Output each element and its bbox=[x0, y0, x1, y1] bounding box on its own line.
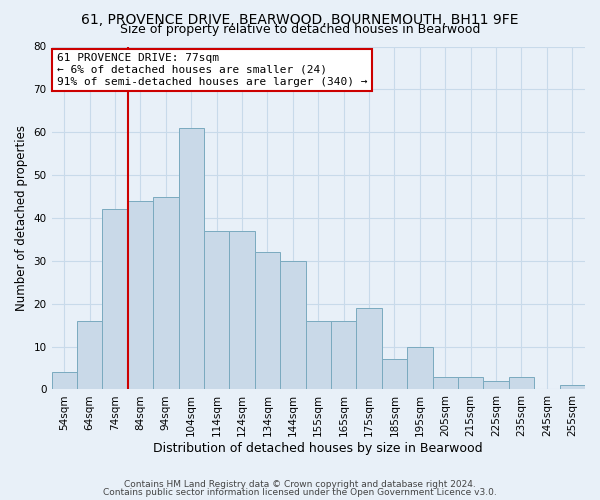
Bar bbox=[280, 261, 305, 390]
Bar bbox=[255, 252, 280, 390]
Bar bbox=[305, 321, 331, 390]
Bar bbox=[509, 376, 534, 390]
Bar bbox=[153, 196, 179, 390]
Text: Contains public sector information licensed under the Open Government Licence v3: Contains public sector information licen… bbox=[103, 488, 497, 497]
Bar bbox=[382, 360, 407, 390]
Bar bbox=[484, 381, 509, 390]
Text: 61 PROVENCE DRIVE: 77sqm
← 6% of detached houses are smaller (24)
91% of semi-de: 61 PROVENCE DRIVE: 77sqm ← 6% of detache… bbox=[57, 54, 367, 86]
Bar bbox=[77, 321, 103, 390]
Text: Contains HM Land Registry data © Crown copyright and database right 2024.: Contains HM Land Registry data © Crown c… bbox=[124, 480, 476, 489]
Y-axis label: Number of detached properties: Number of detached properties bbox=[15, 125, 28, 311]
Bar bbox=[52, 372, 77, 390]
Text: 61, PROVENCE DRIVE, BEARWOOD, BOURNEMOUTH, BH11 9FE: 61, PROVENCE DRIVE, BEARWOOD, BOURNEMOUT… bbox=[81, 12, 519, 26]
X-axis label: Distribution of detached houses by size in Bearwood: Distribution of detached houses by size … bbox=[154, 442, 483, 455]
Bar bbox=[433, 376, 458, 390]
Bar bbox=[128, 201, 153, 390]
Bar bbox=[229, 231, 255, 390]
Bar bbox=[560, 385, 585, 390]
Bar bbox=[407, 346, 433, 390]
Bar bbox=[458, 376, 484, 390]
Bar bbox=[356, 308, 382, 390]
Bar bbox=[179, 128, 204, 390]
Text: Size of property relative to detached houses in Bearwood: Size of property relative to detached ho… bbox=[120, 24, 480, 36]
Bar bbox=[103, 210, 128, 390]
Bar bbox=[331, 321, 356, 390]
Bar bbox=[204, 231, 229, 390]
